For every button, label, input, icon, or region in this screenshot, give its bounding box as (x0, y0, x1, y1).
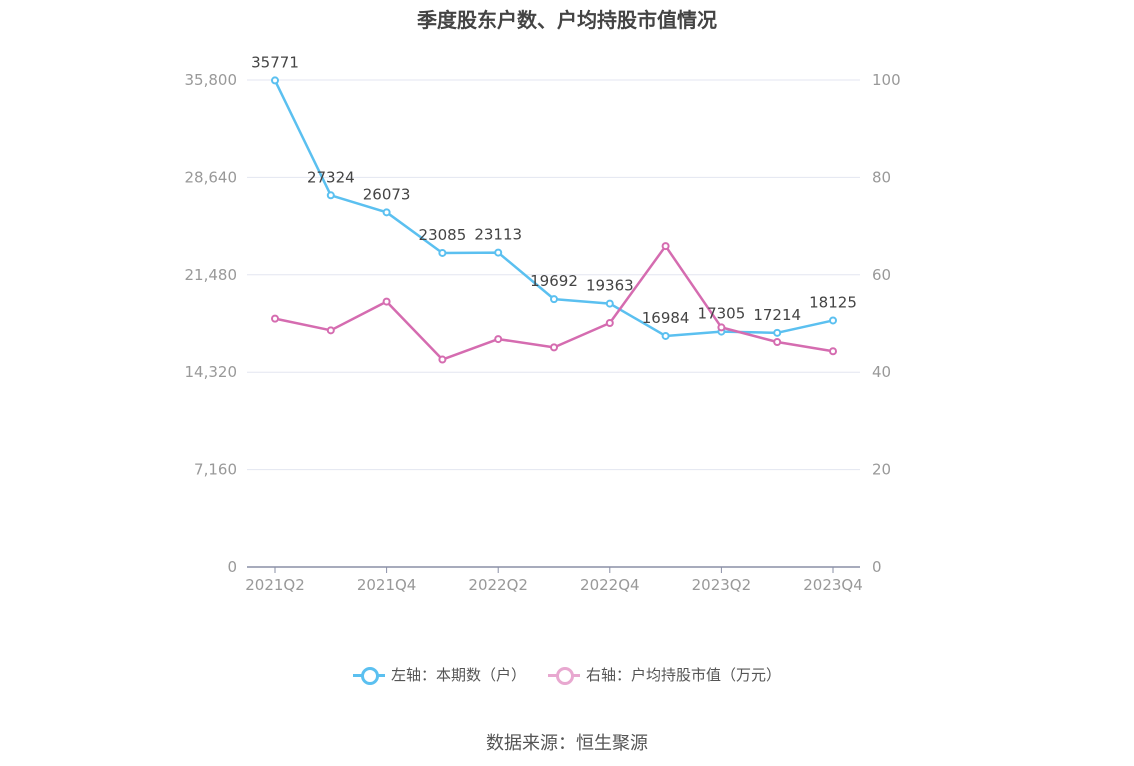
data-label: 35771 (251, 53, 299, 71)
data-point (494, 335, 503, 344)
y-right-tick-label: 100 (872, 71, 901, 89)
data-point (661, 331, 670, 340)
data-label: 23113 (474, 226, 522, 244)
y-left-tick-label: 21,480 (185, 266, 238, 284)
data-point (550, 295, 558, 304)
legend-label: 右轴：户均持股市值（万元） (586, 666, 782, 684)
line-chart: 0 0 7,160 20 14,320 40 21,480 60 28,640 80 35,800 1… (185, 53, 901, 594)
data-point (717, 323, 726, 332)
data-point (271, 314, 279, 323)
x-tick-label: 2021Q4 (357, 576, 417, 594)
legend: 左轴：本期数（户） 右轴：户均持股市值（万元） (0, 664, 1134, 685)
data-label: 17305 (698, 305, 746, 323)
data-point (382, 297, 391, 306)
data-point (829, 347, 837, 356)
x-tick-label: 2022Q2 (468, 576, 528, 594)
series-layer (271, 76, 837, 364)
x-tick-label: 2021Q2 (245, 576, 305, 594)
data-label: 18125 (809, 293, 857, 311)
legend-label: 左轴：本期数（户） (390, 666, 526, 684)
data-point (494, 248, 503, 257)
data-point (605, 319, 614, 328)
legend-marker-icon (352, 665, 385, 685)
data-labels: 35771 27324 26073 23085 23113 19692 19363 16984… (251, 53, 857, 327)
y-right-tick-label: 40 (872, 363, 891, 381)
data-point (773, 328, 782, 337)
y-left-tick-label: 14,320 (185, 363, 238, 381)
y-left-tick-label: 28,640 (185, 168, 238, 186)
y-right-tick-label: 80 (872, 168, 891, 186)
data-label: 19692 (530, 272, 578, 290)
data-point (661, 242, 670, 251)
source-note: 数据来源：恒生聚源 (486, 733, 648, 754)
y-left-tick-label: 0 (227, 558, 237, 576)
y-right-tick-label: 60 (872, 266, 891, 284)
legend-marker-icon (548, 665, 580, 685)
data-label: 16984 (642, 309, 690, 327)
data-point (382, 208, 391, 217)
legend-item-right-axis[interactable]: 右轴：户均持股市值（万元） (548, 664, 781, 685)
data-label: 23085 (419, 226, 467, 244)
y-right-tick-label: 0 (872, 558, 882, 576)
y-left-tick-label: 7,160 (194, 461, 237, 479)
data-point (550, 343, 558, 352)
chart-title: 季度股东户数、户均持股市值情况 (417, 8, 717, 32)
data-label: 27324 (307, 168, 355, 186)
x-tick-label: 2023Q4 (803, 576, 863, 594)
data-label: 26073 (363, 185, 411, 203)
y-left-tick-label: 35,800 (185, 71, 238, 89)
y-right-tick-label: 20 (872, 461, 891, 479)
data-point (773, 338, 782, 347)
grid-lines (247, 79, 860, 471)
x-tick-label: 2023Q2 (692, 576, 752, 594)
axes: 0 0 7,160 20 14,320 40 21,480 60 28,640 80 35,800 1… (185, 71, 901, 594)
data-label: 19363 (586, 277, 634, 295)
data-point (438, 355, 447, 364)
data-point (605, 299, 614, 308)
data-point (271, 76, 279, 85)
data-point (326, 326, 335, 335)
data-point (326, 191, 335, 200)
data-point (438, 248, 447, 257)
legend-item-left-axis[interactable]: 左轴：本期数（户） (352, 664, 526, 685)
data-label: 17214 (753, 306, 801, 324)
x-tick-label: 2022Q4 (580, 576, 640, 594)
data-point (829, 316, 837, 325)
